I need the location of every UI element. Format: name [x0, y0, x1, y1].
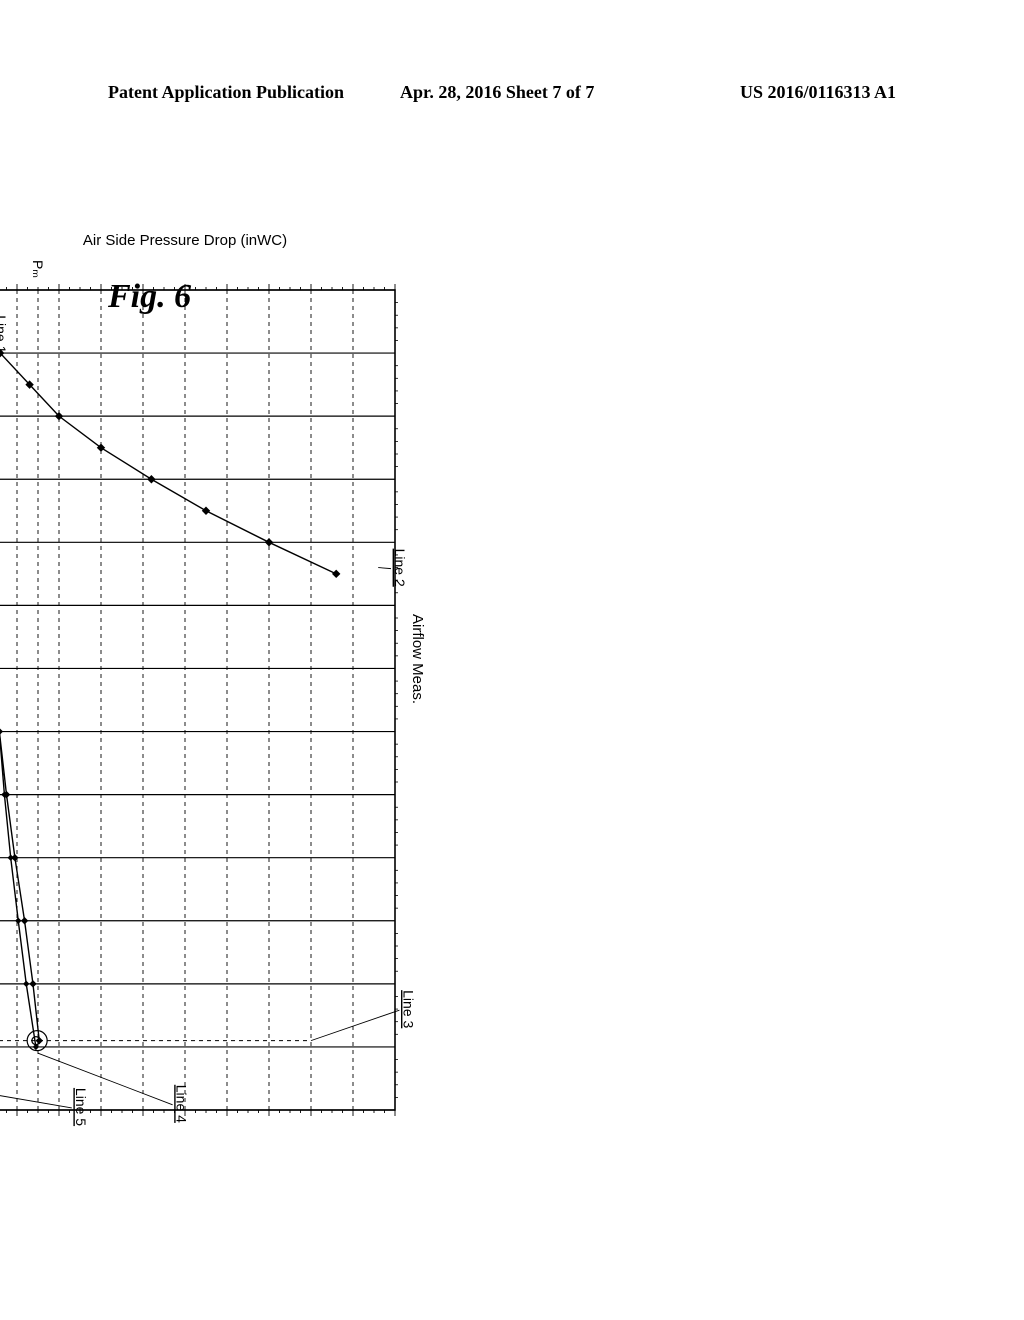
svg-text:Line 3: Line 3	[400, 990, 416, 1028]
svg-text:Air Side Pressure Drop (inWC): Air Side Pressure Drop (inWC)	[83, 232, 287, 249]
svg-text:Line 4: Line 4	[174, 1085, 190, 1123]
chart-container: 02004006008001,0001,2001,4001,6001,8002,…	[0, 220, 445, 1200]
svg-text:Pₘ: Pₘ	[30, 260, 46, 278]
svg-text:Line 1: Line 1	[0, 315, 9, 353]
header-left: Patent Application Publication	[108, 82, 344, 103]
svg-text:Line 2: Line 2	[392, 549, 408, 587]
header-right: US 2016/0116313 A1	[740, 82, 896, 103]
airflow-chart: 02004006008001,0001,2001,4001,6001,8002,…	[0, 220, 445, 1200]
header-center: Apr. 28, 2016 Sheet 7 of 7	[400, 82, 594, 103]
svg-text:Line 5: Line 5	[73, 1088, 89, 1126]
svg-text:Airflow Meas.: Airflow Meas.	[409, 614, 426, 704]
